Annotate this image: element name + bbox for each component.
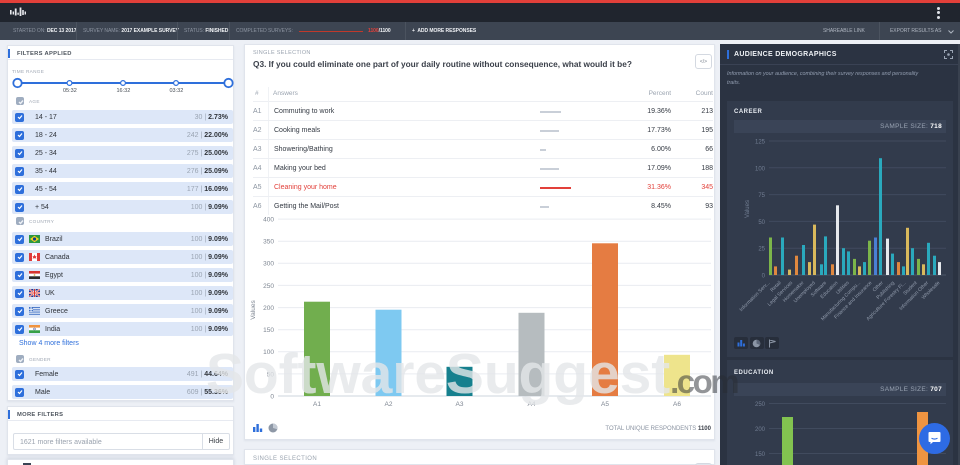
svg-text:50: 50 bbox=[758, 220, 765, 226]
svg-text:0: 0 bbox=[270, 393, 274, 400]
svg-text:A3: A3 bbox=[456, 401, 464, 408]
svg-text:350: 350 bbox=[263, 239, 274, 246]
svg-text:A4: A4 bbox=[528, 401, 536, 408]
svg-text:300: 300 bbox=[263, 261, 274, 268]
svg-text:100: 100 bbox=[755, 166, 766, 172]
svg-text:150: 150 bbox=[263, 327, 274, 334]
svg-text:125: 125 bbox=[755, 140, 766, 146]
svg-text:A5: A5 bbox=[601, 401, 609, 408]
svg-text:A1: A1 bbox=[313, 401, 321, 408]
svg-text:200: 200 bbox=[755, 427, 766, 433]
svg-text:400: 400 bbox=[263, 217, 274, 224]
svg-text:50: 50 bbox=[267, 371, 275, 378]
svg-text:A2: A2 bbox=[385, 401, 393, 408]
svg-text:100: 100 bbox=[263, 349, 274, 356]
svg-text:0: 0 bbox=[762, 274, 766, 280]
svg-text:200: 200 bbox=[263, 305, 274, 312]
svg-text:A6: A6 bbox=[673, 401, 681, 408]
svg-text:25: 25 bbox=[758, 247, 765, 253]
svg-text:75: 75 bbox=[758, 193, 765, 199]
svg-text:Information Serv...: Information Serv... bbox=[739, 280, 772, 313]
svg-text:Values: Values bbox=[745, 200, 751, 218]
svg-text:250: 250 bbox=[755, 402, 766, 408]
svg-text:150: 150 bbox=[755, 452, 766, 458]
svg-text:250: 250 bbox=[263, 283, 274, 290]
svg-text:Values: Values bbox=[250, 300, 257, 320]
